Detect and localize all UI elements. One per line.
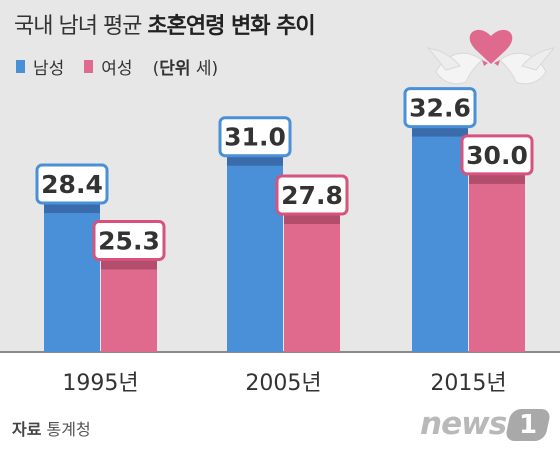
unit-prefix: ( — [152, 59, 160, 79]
value-box-male-2 — [403, 87, 477, 129]
value-box-female-0 — [92, 219, 166, 261]
bar-male-2 — [412, 122, 468, 352]
bar-female-0 — [101, 255, 157, 352]
title-bold: 초혼연령 변화 추이 — [147, 14, 315, 39]
bar-male-1 — [227, 151, 283, 352]
logo-word: news — [420, 406, 507, 442]
value-box-male-0 — [35, 163, 109, 205]
source-note: 자료 통계청 — [12, 416, 91, 440]
unit-bold: 단위 — [159, 59, 191, 79]
bar-male-0 — [44, 199, 100, 352]
legend-swatch-female — [84, 60, 94, 73]
news1-logo: news 1 — [420, 404, 552, 446]
unit-label: (단위 세) — [153, 54, 219, 79]
value-label-male-1: 31.0 — [224, 123, 286, 152]
chart-title: 국내 남녀 평균 초혼연령 변화 추이 — [14, 8, 316, 40]
doves-with-heart-icon — [426, 29, 556, 85]
value-label-female-0: 25.3 — [98, 226, 160, 255]
bar-female-1 — [284, 209, 340, 352]
x-tick-label-1: 2005년 — [245, 371, 321, 396]
value-box-female-2 — [460, 134, 534, 176]
title-normal: 국내 남녀 평균 — [14, 14, 148, 39]
logo-badge-number: 1 — [518, 410, 538, 440]
bar-female-2 — [469, 169, 525, 352]
logo-badge: 1 — [504, 409, 552, 441]
legend-swatch-male — [16, 60, 25, 73]
unit-value: 세) — [190, 59, 219, 79]
bar-chart: 28.4 25.3 1995년 31.0 27.8 2005년 32.6 30.0 2015년 — [0, 87, 560, 396]
value-label-male-2: 32.6 — [409, 94, 471, 123]
value-label-female-1: 27.8 — [281, 181, 343, 210]
value-box-male-1 — [218, 116, 292, 158]
x-tick-label-0: 1995년 — [62, 371, 138, 396]
legend: 남성 여성 (단위 세) — [16, 54, 218, 79]
x-tick-label-2: 2015년 — [430, 371, 506, 396]
legend-item-female: 여성 — [84, 54, 133, 79]
value-label-male-0: 28.4 — [41, 170, 103, 199]
legend-item-male: 남성 — [16, 54, 64, 79]
value-box-female-1 — [275, 174, 349, 216]
legend-label-female: 여성 — [101, 59, 133, 79]
value-label-female-2: 30.0 — [466, 141, 528, 170]
source-value: 통계청 — [41, 420, 91, 439]
legend-label-male: 남성 — [33, 59, 65, 79]
source-label: 자료 — [12, 420, 42, 439]
